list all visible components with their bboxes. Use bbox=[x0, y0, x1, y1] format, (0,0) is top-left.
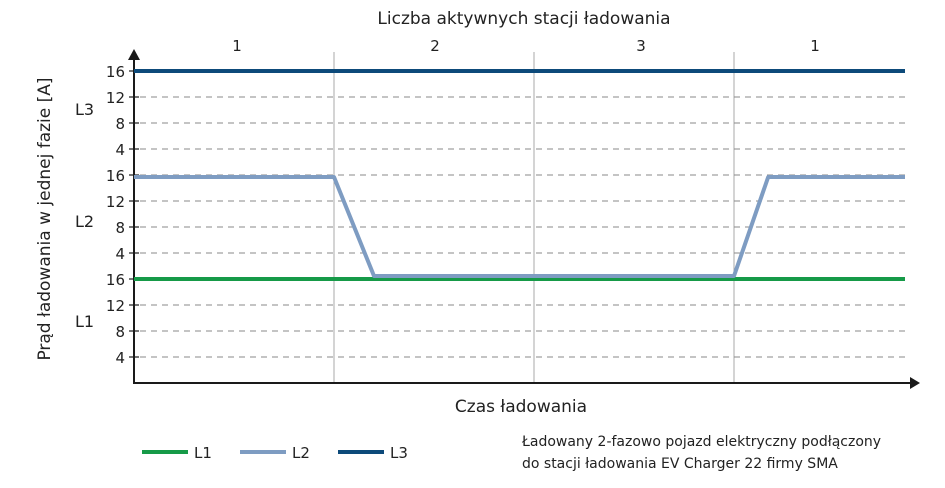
top-axis-title: Liczba aktywnych stacji ładowania bbox=[377, 9, 670, 29]
segment-label: 1 bbox=[810, 37, 820, 55]
series-layer bbox=[134, 69, 905, 281]
y-tick-label: 4 bbox=[115, 349, 125, 367]
x-axis-title: Czas ładowania bbox=[455, 397, 587, 417]
y-tick-label: 12 bbox=[106, 297, 125, 315]
y-axis-arrow bbox=[128, 49, 140, 60]
phase-band-label: L3 bbox=[75, 100, 94, 119]
legend-label-l1: L1 bbox=[194, 444, 212, 462]
legend: L1 L2 L3 bbox=[142, 444, 408, 462]
note-line: do stacji ładowania EV Charger 22 firmy … bbox=[522, 456, 838, 472]
y-tick-label: 8 bbox=[115, 219, 125, 237]
segment-label: 1 bbox=[232, 37, 242, 55]
y-tick-label: 4 bbox=[115, 245, 125, 263]
segment-label: 3 bbox=[636, 37, 646, 55]
note-line: Ładowany 2-fazowo pojazd elektryczny pod… bbox=[521, 434, 881, 450]
axes-layer bbox=[128, 49, 920, 389]
y-tick-label: 4 bbox=[115, 141, 125, 159]
chart-note: Ładowany 2-fazowo pojazd elektryczny pod… bbox=[521, 434, 881, 472]
labels-layer: Liczba aktywnych stacji ładowania Czas ł… bbox=[35, 9, 671, 417]
y-tick-label: 12 bbox=[106, 89, 125, 107]
legend-label-l3: L3 bbox=[390, 444, 408, 462]
y-axis-title: Prąd ładowania w jednej fazie [A] bbox=[35, 77, 55, 360]
y-tick-label: 16 bbox=[106, 167, 125, 185]
phase-band-label: L1 bbox=[75, 312, 94, 331]
series-line-l2 bbox=[134, 175, 905, 278]
x-axis-arrow bbox=[910, 377, 920, 389]
legend-label-l2: L2 bbox=[292, 444, 310, 462]
y-tick-label: 8 bbox=[115, 115, 125, 133]
y-tick-label: 8 bbox=[115, 323, 125, 341]
segment-label: 2 bbox=[430, 37, 440, 55]
y-tick-label: 16 bbox=[106, 271, 125, 289]
y-tick-label: 12 bbox=[106, 193, 125, 211]
y-tick-label: 16 bbox=[106, 63, 125, 81]
phase-band-label: L2 bbox=[75, 212, 94, 231]
